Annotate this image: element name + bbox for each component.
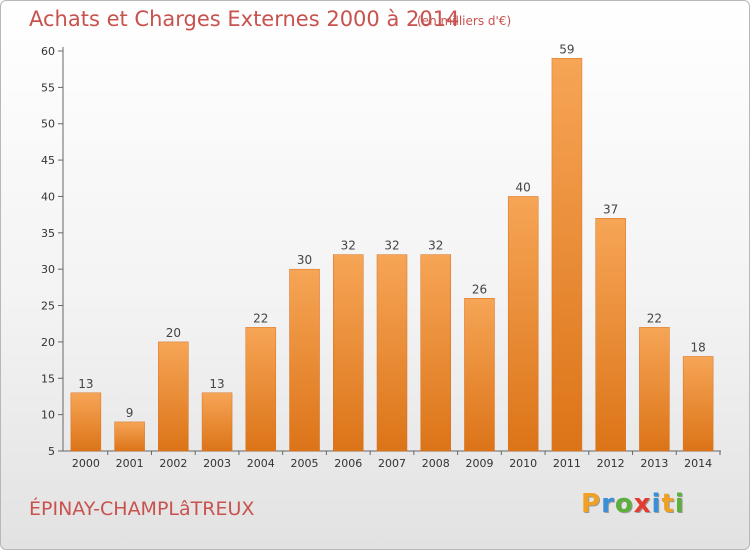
x-tick-label-2013: 2013: [640, 457, 668, 470]
bar-2006: [333, 254, 364, 452]
y-tick-label: 20: [41, 336, 55, 349]
x-tick-label-2006: 2006: [334, 457, 362, 470]
y-tick-label: 5: [48, 445, 55, 458]
bar-2003: [201, 392, 233, 452]
data-label-2005: 30: [297, 253, 312, 267]
data-label-2008: 32: [428, 239, 443, 253]
y-tick-label: 40: [41, 190, 55, 203]
y-tick-label: 55: [41, 81, 55, 94]
bar-2005: [289, 268, 320, 452]
logo-letter: i: [674, 489, 685, 519]
x-axis: 2000 2001 2002 2003 2004 2005 2006 2007 2008 2009…: [63, 450, 721, 470]
bar-2012: [595, 218, 626, 452]
data-label-2013: 22: [647, 311, 662, 325]
bar-2014: [682, 356, 714, 452]
proxiti-logo[interactable]: Proxiti: [581, 489, 685, 519]
data-label-2000: 13: [78, 377, 93, 391]
bar-2009: [464, 298, 495, 452]
data-label-2001: 9: [126, 406, 134, 420]
logo-letter: t: [661, 489, 675, 519]
y-tick-label: 45: [41, 154, 55, 167]
logo-letter: o: [614, 489, 634, 519]
x-tick-label-2011: 2011: [553, 457, 581, 470]
bar-2013: [639, 327, 670, 452]
data-labels: 13 9 20 13 22 30 32 32 32 26 40 59 37 22 18: [78, 42, 706, 420]
bar-2004: [245, 327, 277, 452]
bar-2011: [551, 58, 583, 452]
y-tick-label: 30: [41, 263, 55, 276]
logo-letter: x: [633, 489, 652, 519]
data-label-2002: 20: [166, 326, 181, 340]
data-label-2009: 26: [472, 282, 487, 296]
x-tick-label-2005: 2005: [291, 457, 319, 470]
data-label-2010: 40: [516, 180, 531, 194]
data-label-2014: 18: [690, 340, 705, 354]
x-tick-label-2003: 2003: [203, 457, 231, 470]
bar-2000: [70, 392, 102, 452]
y-axis: 5 10 15 20 25 30 35 40 45 50 55 60: [41, 45, 64, 458]
bar-2002: [158, 341, 189, 452]
bars: [70, 58, 714, 452]
x-tick-label-2004: 2004: [247, 457, 275, 470]
y-tick-label: 10: [41, 409, 55, 422]
bar-2007: [376, 254, 408, 452]
bar-2008: [420, 254, 451, 452]
y-tick-label: 60: [41, 45, 55, 58]
logo-letter: i: [651, 489, 662, 519]
city-name: ÉPINAY-CHAMPLâTREUX: [29, 498, 255, 520]
x-tick-label-2008: 2008: [422, 457, 450, 470]
y-tick-label: 25: [41, 300, 55, 313]
data-label-2011: 59: [559, 42, 574, 56]
x-tick-label-2012: 2012: [597, 457, 625, 470]
chart-subtitle: (en milliers d'€): [417, 14, 512, 28]
x-tick-label-2002: 2002: [159, 457, 187, 470]
bar-2001: [114, 421, 145, 452]
x-tick-label-2010: 2010: [509, 457, 537, 470]
y-tick-label: 15: [41, 372, 55, 385]
chart-title: Achats et Charges Externes 2000 à 2014: [29, 7, 460, 31]
x-tick-label-2001: 2001: [116, 457, 144, 470]
logo-letter: P: [581, 489, 602, 519]
x-tick-label-2000: 2000: [72, 457, 100, 470]
x-tick-label-2014: 2014: [684, 457, 712, 470]
data-label-2003: 13: [209, 377, 224, 391]
data-label-2004: 22: [253, 311, 268, 325]
data-label-2006: 32: [341, 239, 356, 253]
data-label-2007: 32: [384, 239, 399, 253]
bar-2010: [507, 196, 539, 452]
y-tick-label: 50: [41, 118, 55, 131]
logo-letter: r: [601, 489, 615, 519]
y-tick-label: 35: [41, 227, 55, 240]
data-label-2012: 37: [603, 202, 618, 216]
x-tick-label-2007: 2007: [378, 457, 406, 470]
x-tick-label-2009: 2009: [465, 457, 493, 470]
